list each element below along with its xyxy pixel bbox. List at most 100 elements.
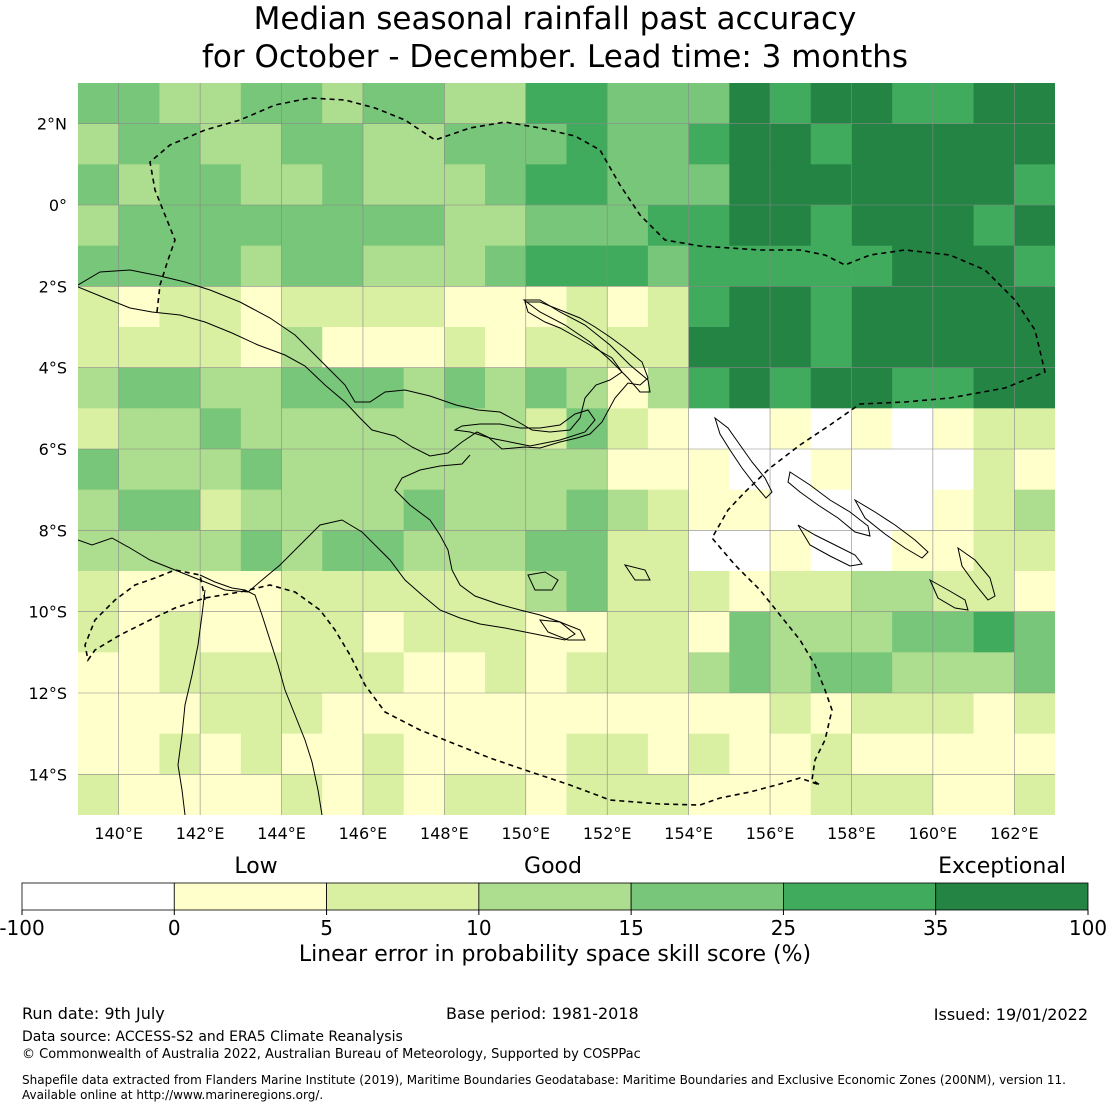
colorbar-tick-label: 100: [1069, 916, 1107, 940]
skill-cell: [485, 693, 527, 735]
colorbar-tick-label: -100: [0, 916, 45, 940]
skill-cell: [240, 733, 283, 775]
colorbar-segment: [935, 882, 1089, 911]
colorbar-category-good: Good: [524, 854, 582, 879]
skill-cell: [770, 123, 812, 165]
colorbar-segment: [326, 882, 480, 911]
skill-cell: [159, 205, 201, 247]
skill-cell: [362, 652, 405, 694]
skill-cell: [444, 693, 486, 735]
longitude-tick-label: 142°E: [176, 824, 225, 843]
skill-cell: [851, 83, 893, 125]
skill-cell: [200, 611, 242, 653]
skill-cell: [932, 693, 975, 735]
skill-cell: [159, 449, 201, 491]
skill-cell: [647, 774, 690, 815]
skill-cell: [810, 286, 852, 328]
skill-cell: [932, 408, 975, 450]
skill-grid-cells: [78, 83, 1055, 815]
skill-cell: [770, 733, 812, 775]
skill-cell: [647, 327, 690, 369]
skill-cell: [729, 123, 771, 165]
colorbar-tick-label: 25: [771, 916, 796, 940]
skill-cell: [403, 571, 445, 613]
skill-cell: [810, 652, 852, 694]
skill-cell: [403, 367, 445, 409]
skill-cell: [973, 408, 1015, 450]
skill-cell: [322, 530, 364, 572]
skill-cell: [159, 652, 201, 694]
skill-cell: [444, 408, 486, 450]
skill-cell: [240, 489, 283, 531]
skill-cell: [403, 530, 445, 572]
skill-cell: [281, 693, 323, 735]
skill-cell: [362, 83, 405, 125]
skill-cell: [118, 83, 160, 125]
skill-cell: [362, 733, 405, 775]
longitude-tick-label: 140°E: [94, 824, 143, 843]
skill-cell: [973, 327, 1015, 369]
skill-cell: [688, 693, 730, 735]
skill-cell: [851, 449, 893, 491]
skill-cell: [281, 327, 323, 369]
skill-cell: [810, 164, 852, 206]
base-period: Base period: 1981-2018: [446, 1004, 639, 1023]
skill-cell: [281, 164, 323, 206]
colorbar-axis-label: Linear error in probability space skill …: [298, 942, 812, 967]
skill-cell: [362, 245, 405, 287]
skill-cell: [444, 286, 486, 328]
skill-cell: [851, 571, 893, 613]
skill-cell: [281, 245, 323, 287]
skill-cell: [566, 774, 608, 815]
skill-cell: [200, 164, 242, 206]
skill-cell: [200, 205, 242, 247]
skill-cell: [444, 205, 486, 247]
skill-cell: [362, 327, 405, 369]
skill-cell: [729, 205, 771, 247]
skill-cell: [647, 408, 690, 450]
skill-cell: [892, 286, 934, 328]
colorbar-segment: [173, 882, 327, 911]
skill-cell: [362, 164, 405, 206]
skill-cell: [78, 286, 120, 328]
skill-cell: [444, 489, 486, 531]
skill-cell: [973, 530, 1015, 572]
skill-cell: [729, 652, 771, 694]
skill-cell: [973, 164, 1015, 206]
skill-cell: [362, 611, 405, 653]
skill-cell: [932, 530, 975, 572]
australia-coastline: [199, 574, 323, 815]
skill-cell: [362, 408, 405, 450]
skill-cell: [281, 571, 323, 613]
longitude-tick-label: 156°E: [746, 824, 795, 843]
skill-cell: [647, 611, 690, 653]
skill-cell: [810, 83, 852, 125]
skill-cell: [118, 733, 160, 775]
skill-cell: [485, 164, 527, 206]
skill-cell: [78, 449, 120, 491]
skill-cell: [647, 449, 690, 491]
latitude-tick-label: 4°S: [39, 359, 67, 378]
skill-cell: [973, 83, 1015, 125]
skill-cell: [118, 164, 160, 206]
skill-cell: [770, 164, 812, 206]
skill-cell: [1014, 164, 1055, 206]
skill-cell: [485, 245, 527, 287]
skill-cell: [932, 733, 975, 775]
skill-cell: [770, 489, 812, 531]
colorbar-segment: [21, 882, 175, 911]
skill-cell: [525, 571, 567, 613]
skill-cell: [892, 327, 934, 369]
skill-cell: [78, 245, 120, 287]
skill-cell: [607, 408, 649, 450]
skill-cell: [322, 449, 364, 491]
skill-cell: [240, 611, 283, 653]
skill-cell: [729, 164, 771, 206]
skill-cell: [78, 489, 120, 531]
skill-cell: [566, 327, 608, 369]
skill-cell: [1014, 611, 1055, 653]
skill-cell: [932, 652, 975, 694]
skill-cell: [240, 286, 283, 328]
shapefile-credit-line-1: Shapefile data extracted from Flanders M…: [22, 1073, 1066, 1087]
skill-cell: [688, 245, 730, 287]
